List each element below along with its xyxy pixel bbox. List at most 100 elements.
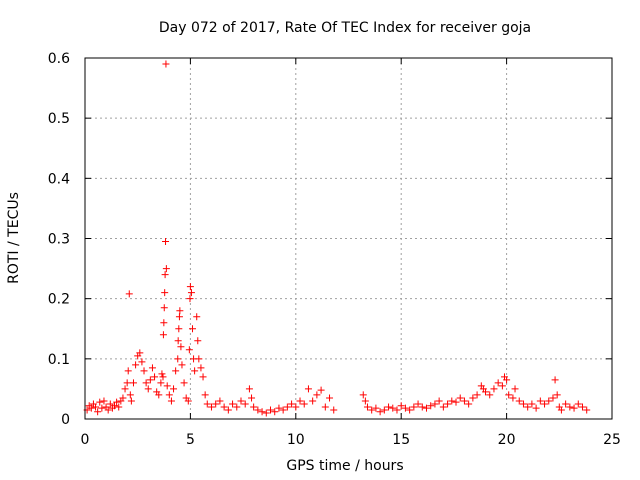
data-point: [418, 403, 426, 411]
data-point: [162, 238, 170, 246]
data-point: [532, 404, 540, 412]
data-point: [163, 382, 171, 390]
data-point: [159, 331, 167, 339]
data-point: [248, 394, 256, 402]
data-point: [359, 391, 367, 399]
data-point: [162, 265, 170, 273]
data-point: [176, 307, 184, 315]
data-point: [201, 391, 209, 399]
data-point: [178, 361, 186, 369]
data-point: [494, 379, 502, 387]
data-point: [115, 403, 123, 411]
x-tick-label: 15: [392, 432, 410, 448]
data-point: [229, 400, 237, 408]
data-point: [177, 343, 185, 351]
data-point: [566, 403, 574, 411]
data-point: [111, 402, 119, 410]
data-point: [574, 400, 582, 408]
x-tick-label: 0: [81, 432, 90, 448]
data-point: [557, 406, 565, 414]
data-point: [189, 325, 197, 333]
data-point: [422, 404, 430, 412]
data-point: [498, 382, 506, 390]
data-point: [528, 400, 536, 408]
data-point: [124, 367, 132, 375]
data-point: [158, 370, 166, 378]
data-point: [279, 406, 287, 414]
data-point: [503, 376, 511, 384]
data-point: [155, 391, 163, 399]
data-point: [159, 373, 167, 381]
data-point: [199, 373, 207, 381]
data-point: [363, 403, 371, 411]
data-point: [106, 400, 114, 408]
data-point: [553, 391, 561, 399]
data-point: [435, 397, 443, 405]
y-tick-label: 0: [61, 412, 70, 428]
data-point: [509, 394, 517, 402]
data-point: [292, 403, 300, 411]
data-point: [157, 379, 165, 387]
data-point: [129, 379, 137, 387]
data-point: [151, 373, 159, 381]
data-point: [385, 403, 393, 411]
data-point: [212, 400, 220, 408]
data-point: [524, 403, 532, 411]
x-tick-label: 5: [186, 432, 195, 448]
data-point: [406, 406, 414, 414]
data-point: [142, 379, 150, 387]
data-point: [160, 304, 168, 312]
data-point: [123, 379, 131, 387]
data-point: [439, 403, 447, 411]
data-point: [460, 397, 468, 405]
data-point: [444, 400, 452, 408]
data-point: [296, 397, 304, 405]
data-point: [326, 394, 334, 402]
x-axis-label: GPS time / hours: [286, 458, 403, 474]
data-point: [191, 367, 199, 375]
data-point: [490, 385, 498, 393]
axis-ticks: 0 5 10 15 20 25 0 0.1 0.2 0.3 0.4 0.5 0.6: [48, 51, 621, 448]
data-point: [96, 398, 104, 406]
y-tick-label: 0.6: [48, 51, 70, 67]
data-point: [368, 406, 376, 414]
data-point: [519, 400, 527, 408]
data-point: [161, 289, 169, 297]
data-point: [536, 397, 544, 405]
data-point: [431, 400, 439, 408]
data-point: [167, 397, 175, 405]
data-point: [515, 397, 523, 405]
data-point: [136, 349, 144, 357]
data-point: [241, 400, 249, 408]
data-point: [361, 397, 369, 405]
data-point: [186, 295, 194, 303]
data-point: [551, 376, 559, 384]
data-point: [146, 376, 154, 384]
data-point: [165, 391, 173, 399]
data-point: [380, 406, 388, 414]
data-point: [224, 406, 232, 414]
data-point: [203, 400, 211, 408]
data-point: [321, 403, 329, 411]
data-point: [197, 364, 205, 372]
data-point: [262, 409, 270, 417]
data-point: [138, 358, 146, 366]
data-point: [452, 398, 460, 406]
data-point: [87, 404, 95, 412]
data-point: [127, 397, 135, 405]
data-point: [465, 400, 473, 408]
data-point: [160, 319, 168, 327]
data-point: [271, 408, 279, 416]
data-point: [562, 400, 570, 408]
data-point: [258, 408, 266, 416]
data-point: [233, 403, 241, 411]
data-point: [125, 290, 133, 298]
data-point: [186, 283, 194, 291]
data-point: [100, 397, 108, 405]
data-point: [94, 408, 102, 416]
data-point: [283, 403, 291, 411]
data-point: [98, 404, 106, 412]
data-point: [104, 406, 112, 414]
data-point: [207, 403, 215, 411]
